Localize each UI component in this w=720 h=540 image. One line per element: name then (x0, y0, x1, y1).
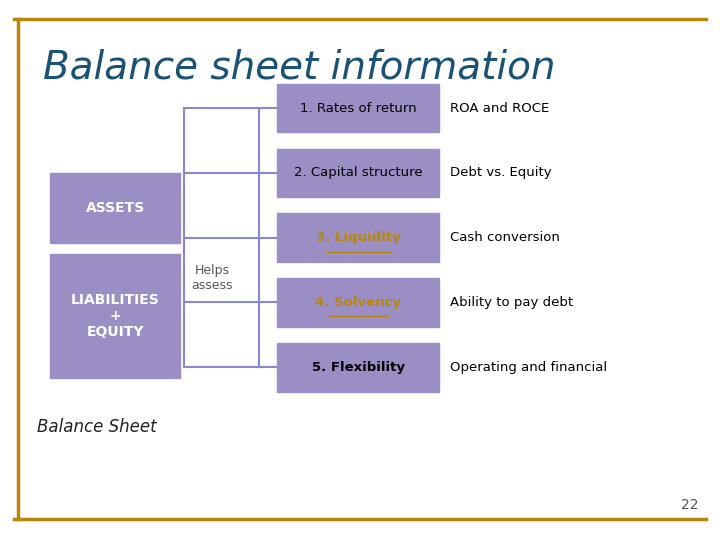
Text: Operating and financial: Operating and financial (450, 361, 607, 374)
FancyBboxPatch shape (277, 343, 439, 391)
FancyBboxPatch shape (277, 278, 439, 327)
Text: Balance Sheet: Balance Sheet (37, 417, 157, 436)
FancyBboxPatch shape (277, 84, 439, 132)
FancyBboxPatch shape (277, 148, 439, 197)
Text: LIABILITIES
+
EQUITY: LIABILITIES + EQUITY (71, 293, 160, 339)
Text: 5. Flexibility: 5. Flexibility (312, 361, 405, 374)
Text: 2. Capital structure: 2. Capital structure (294, 166, 423, 179)
Text: Balance sheet information: Balance sheet information (43, 49, 556, 86)
Text: 1. Rates of return: 1. Rates of return (300, 102, 416, 114)
Text: ASSETS: ASSETS (86, 201, 145, 215)
FancyBboxPatch shape (277, 213, 439, 262)
FancyBboxPatch shape (50, 254, 180, 378)
Text: 22: 22 (681, 498, 698, 512)
Text: 3. Liquidity: 3. Liquidity (316, 231, 400, 244)
Text: Ability to pay debt: Ability to pay debt (450, 296, 573, 309)
Text: Cash conversion: Cash conversion (450, 231, 560, 244)
Text: 4. Solvency: 4. Solvency (315, 296, 401, 309)
FancyBboxPatch shape (50, 173, 180, 243)
Text: Helps
assess: Helps assess (192, 264, 233, 292)
Text: ROA and ROCE: ROA and ROCE (450, 102, 549, 114)
Text: Debt vs. Equity: Debt vs. Equity (450, 166, 552, 179)
